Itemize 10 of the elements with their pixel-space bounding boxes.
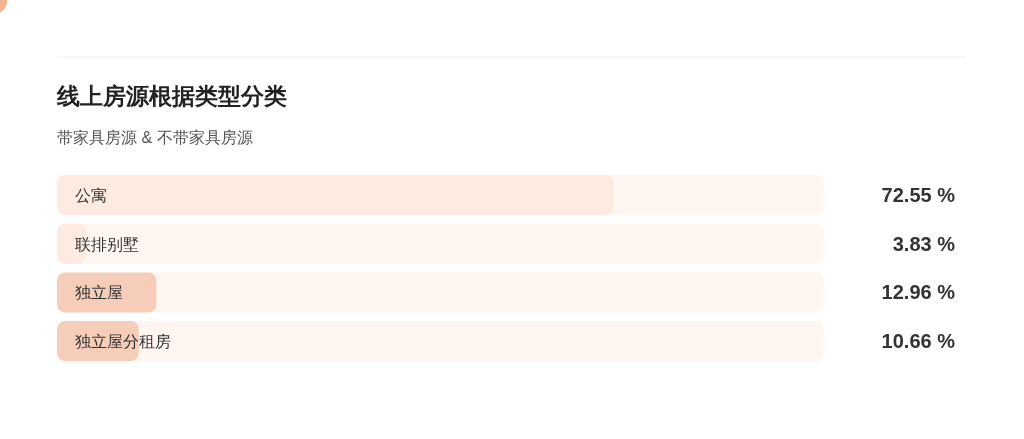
data-label: 10.66 % xyxy=(881,330,956,353)
y-tick-label: 联排别墅 xyxy=(75,235,139,253)
data-label: 3.83 % xyxy=(892,232,956,255)
y-tick-label: 公寓 xyxy=(75,187,107,204)
y-tick-label: 独立屋 xyxy=(75,284,123,302)
chart-title: 线上房源根据类型分类 xyxy=(56,83,287,109)
data-label: 72.55 % xyxy=(881,184,956,206)
chart-subtitle: 带家具房源 & 不带家具房源 xyxy=(57,129,253,146)
data-label: 12.96 % xyxy=(881,281,956,304)
y-tick-label: 独立屋分租房 xyxy=(75,333,171,351)
